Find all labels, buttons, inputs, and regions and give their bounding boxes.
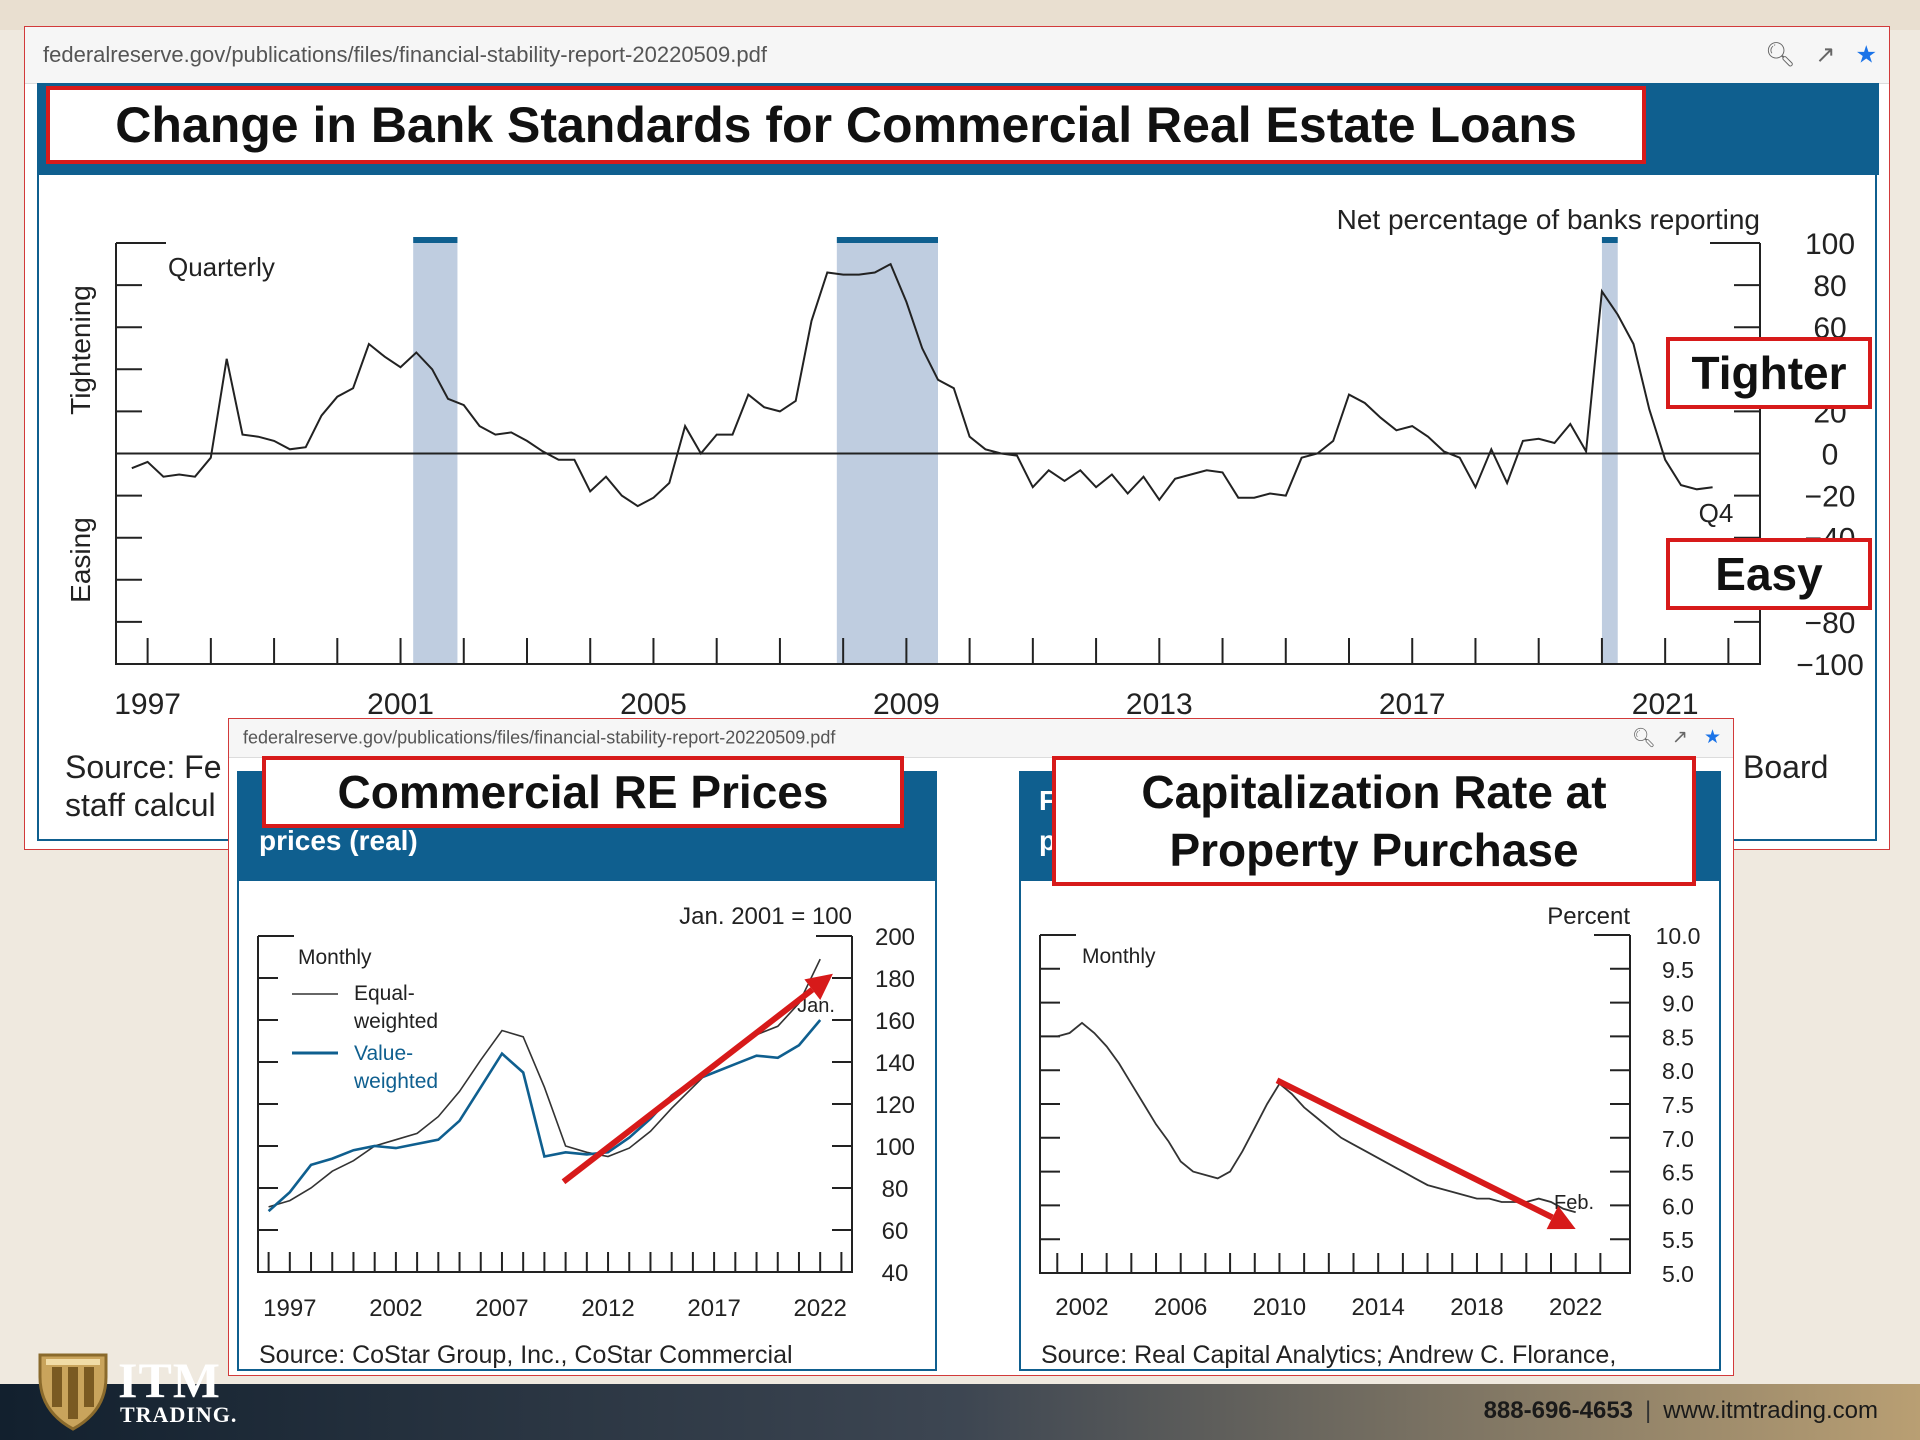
footer-website[interactable]: www.itmtrading.com <box>1663 1397 1878 1424</box>
star-icon[interactable]: ★ <box>1855 41 1877 69</box>
background-stripe <box>0 0 1920 30</box>
top-url-bar: federalreserve.gov/publications/files/fi… <box>25 27 1889 84</box>
footer-bar <box>0 1384 1920 1440</box>
bottom-url-bar: federalreserve.gov/publications/files/fi… <box>229 719 1733 758</box>
footer-phone[interactable]: 888-696-4653 <box>1483 1397 1634 1424</box>
share-icon[interactable]: ↗ <box>1815 41 1836 69</box>
easy-label: Easy <box>1666 538 1872 610</box>
left-headline: Commercial RE Prices <box>262 756 904 828</box>
right-headline: Capitalization Rate at Property Purchase <box>1052 756 1696 886</box>
right-band-p: p <box>1039 825 1057 856</box>
itm-logo-icon <box>38 1353 108 1431</box>
logo-wordmark: ITM <box>118 1352 221 1408</box>
bottom-url-icons: 🔍︎ ↗ ★ <box>1632 726 1721 750</box>
footer-contact: 888-696-4653 | www.itmtrading.com <box>1484 1397 1878 1425</box>
easy-label-text: Easy <box>1715 548 1823 600</box>
share-icon[interactable]: ↗ <box>1672 727 1688 748</box>
left-band-text: prices (real) <box>259 825 418 856</box>
top-source-left-line2: staff calcul <box>65 787 216 823</box>
left-source: Source: CoStar Group, Inc., CoStar Comme… <box>259 1341 793 1369</box>
zoom-icon[interactable]: 🔍︎ <box>1764 41 1796 69</box>
top-source-left: Source: Fe <box>65 749 222 785</box>
top-headline-text: Change in Bank Standards for Commercial … <box>115 97 1577 153</box>
zoom-icon[interactable]: 🔍︎ <box>1631 728 1657 749</box>
tighter-label-text: Tighter <box>1691 347 1847 399</box>
star-icon[interactable]: ★ <box>1703 727 1721 748</box>
right-headline-line1: Capitalization Rate at <box>1141 766 1607 818</box>
logo-subtext: TRADING. <box>120 1402 238 1427</box>
right-source: Source: Real Capital Analytics; Andrew C… <box>1041 1341 1617 1369</box>
top-headline: Change in Bank Standards for Commercial … <box>46 86 1646 164</box>
right-headline-line2: Property Purchase <box>1169 824 1579 876</box>
top-url-text[interactable]: federalreserve.gov/publications/files/fi… <box>43 42 767 67</box>
left-headline-text: Commercial RE Prices <box>337 766 829 818</box>
top-url-icons: 🔍︎ ↗ ★ <box>1765 41 1877 70</box>
right-chart-frame <box>1019 771 1721 1371</box>
top-source-right: Board <box>1743 749 1829 785</box>
footer-separator: | <box>1645 1397 1652 1424</box>
right-band-f: F <box>1039 785 1057 816</box>
left-chart-frame <box>237 771 937 1371</box>
bottom-url-text[interactable]: federalreserve.gov/publications/files/fi… <box>243 727 836 748</box>
tighter-label: Tighter <box>1666 337 1872 409</box>
